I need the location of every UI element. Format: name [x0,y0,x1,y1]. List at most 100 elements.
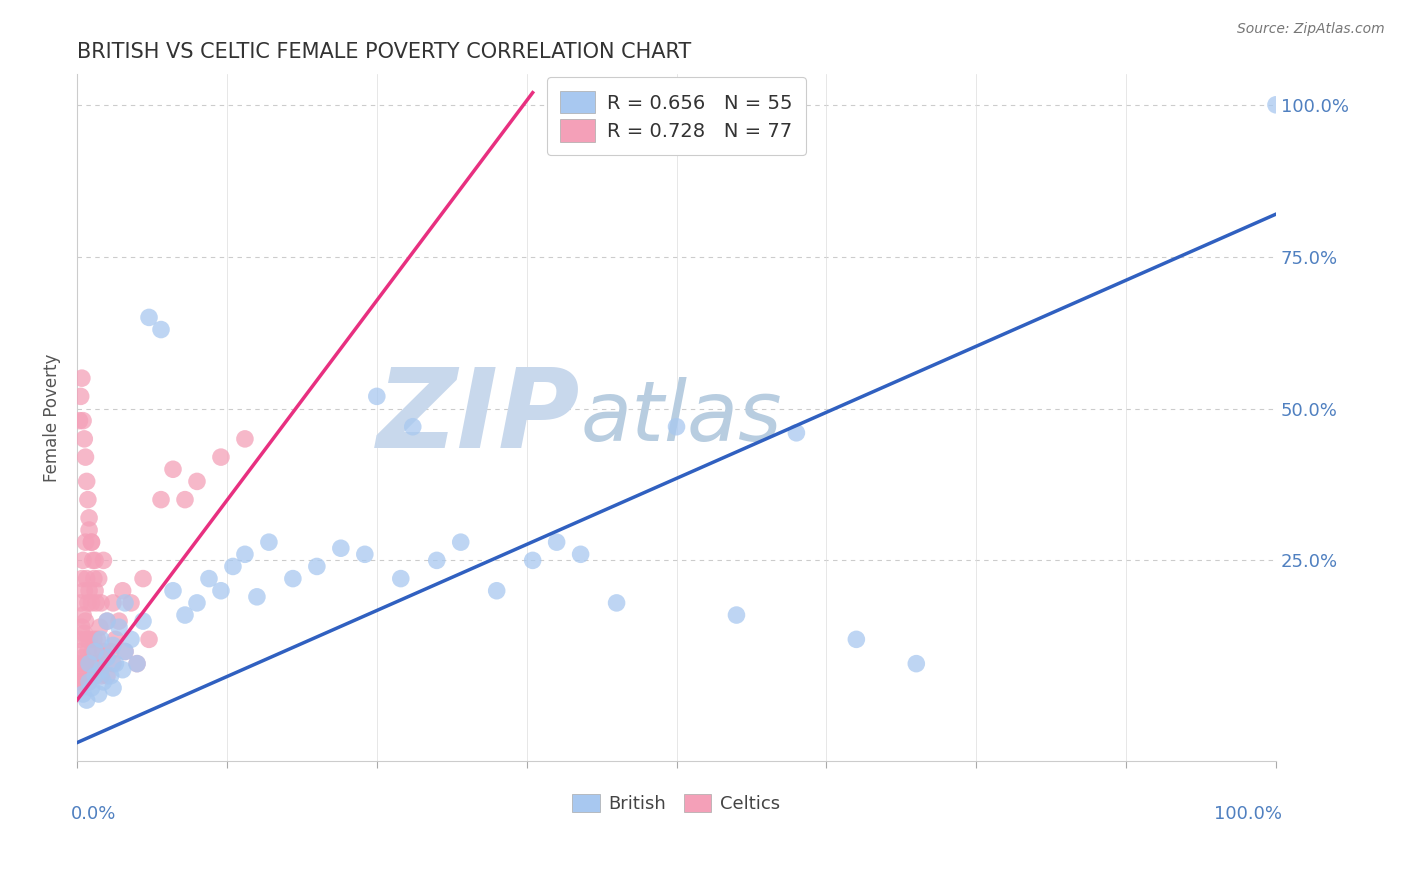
Point [450,535,472,549]
Point [69,632,91,647]
Point [84,583,107,598]
Point [426,553,449,567]
Point [114,644,136,658]
Legend: British, Celtics: British, Celtics [565,787,787,821]
Point [86,632,108,647]
Point [83,632,105,647]
Point [77,511,100,525]
Point [69,596,91,610]
Point [80,681,103,695]
Point [353,547,375,561]
Point [569,547,592,561]
Text: Source: ZipAtlas.com: Source: ZipAtlas.com [1237,22,1385,37]
Point [80,596,103,610]
Point [80,535,103,549]
Point [222,559,245,574]
Point [233,547,256,561]
Point [77,492,100,507]
Text: BRITISH VS CELTIC FEMALE POVERTY CORRELATION CHART: BRITISH VS CELTIC FEMALE POVERTY CORRELA… [77,42,692,62]
Point [132,614,155,628]
Point [329,541,352,556]
Point [87,572,110,586]
Point [73,583,96,598]
Point [75,450,97,464]
Point [174,608,197,623]
Point [75,657,97,671]
Point [114,644,136,658]
Point [186,596,208,610]
Point [83,572,105,586]
Point [70,620,93,634]
Point [665,419,688,434]
Point [73,626,96,640]
Text: atlas: atlas [581,377,782,458]
Point [77,674,100,689]
Point [101,639,124,653]
Point [69,414,91,428]
Point [69,681,91,695]
Point [84,644,107,658]
Point [257,535,280,549]
Point [96,669,118,683]
Point [125,657,148,671]
Point [132,572,155,586]
Point [90,596,112,610]
Point [162,583,184,598]
Point [96,650,118,665]
Point [209,450,232,464]
Point [73,663,96,677]
Point [76,572,98,586]
Point [120,632,142,647]
Point [366,389,388,403]
Point [246,590,269,604]
Point [70,572,93,586]
Point [108,614,131,628]
Point [606,596,628,610]
Point [150,492,173,507]
Point [84,596,107,610]
Point [233,432,256,446]
Point [96,614,118,628]
Point [305,559,328,574]
Point [77,644,100,658]
Point [101,657,124,671]
Point [77,674,100,689]
Point [84,669,107,683]
Point [72,674,94,689]
Point [90,669,112,683]
Point [76,632,98,647]
Point [72,553,94,567]
Point [174,492,197,507]
Point [138,310,160,325]
Point [77,657,100,671]
Point [186,475,208,489]
Point [84,644,107,658]
Text: 0.0%: 0.0% [72,805,117,823]
Point [76,669,98,683]
Point [125,657,148,671]
Point [72,608,94,623]
Point [82,553,104,567]
Point [69,644,91,658]
Point [75,535,97,549]
Point [90,663,112,677]
Point [80,535,103,549]
Point [522,553,544,567]
Point [87,657,110,671]
Point [281,572,304,586]
Point [111,663,134,677]
Point [76,475,98,489]
Point [120,596,142,610]
Point [82,644,104,658]
Point [69,389,91,403]
Point [101,596,124,610]
Point [101,681,124,695]
Point [845,632,868,647]
Y-axis label: Female Poverty: Female Poverty [44,353,60,482]
Point [77,523,100,537]
Point [73,432,96,446]
Point [89,620,111,634]
Point [546,535,568,549]
Point [70,669,93,683]
Text: 100.0%: 100.0% [1213,805,1282,823]
